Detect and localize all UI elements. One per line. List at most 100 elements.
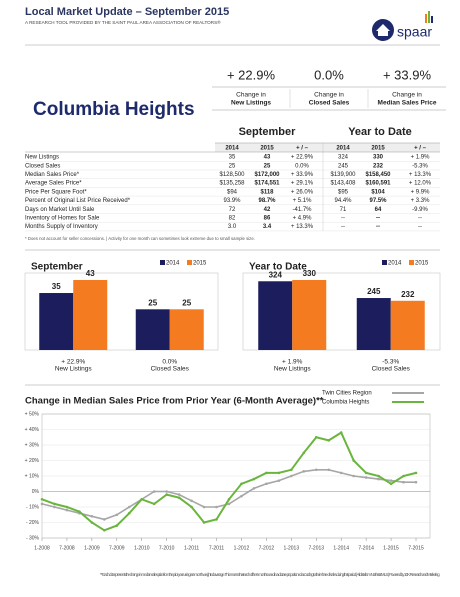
row-label: Average Sales Price* (25, 181, 82, 187)
cell: $158,450 (365, 172, 391, 178)
data-point (202, 505, 206, 509)
y-tick-label: + 40% (25, 427, 40, 433)
legend-swatch (382, 260, 387, 265)
table-column: 2014 (336, 146, 350, 152)
cell: + 13.3% (409, 172, 432, 178)
y-tick-label: - 20% (26, 520, 40, 526)
y-tick-label: + 10% (25, 473, 40, 479)
data-point (177, 493, 181, 496)
cell: 97.5% (369, 198, 387, 204)
data-point (327, 439, 331, 442)
data-point (227, 502, 231, 506)
data-point (40, 502, 44, 506)
data-point (314, 435, 318, 439)
data-point (352, 474, 355, 478)
cell: 3.4 (263, 224, 272, 230)
logo-text: spaar (397, 24, 432, 40)
summary-caption: Change in (392, 92, 422, 99)
category-label: Closed Sales (372, 366, 411, 373)
bar (39, 293, 74, 350)
table-column: 2015 (260, 146, 274, 152)
data-point (165, 490, 168, 493)
y-tick-label: + 20% (25, 458, 40, 464)
category-label: New Listings (55, 366, 93, 373)
legend-label: Twin Cities Region (322, 391, 372, 397)
x-tick-label: 1-2012 (234, 545, 250, 551)
cell: + 12.0% (409, 181, 432, 187)
legend-label: 2014 (166, 261, 180, 267)
cell: $135,258 (219, 181, 245, 187)
data-point (402, 480, 405, 484)
legend-label: Columbia Heights (322, 400, 369, 406)
data-point (327, 468, 331, 472)
page-subtitle: A RESEARCH TOOL PROVIDED BY THE SAINT PA… (25, 19, 221, 25)
bar (135, 309, 170, 350)
table-header-bg (215, 143, 440, 152)
cell: -41.7% (292, 207, 312, 213)
x-tick-label: 7-2011 (209, 545, 224, 551)
plot-frame (41, 413, 431, 539)
data-point (377, 477, 380, 481)
bar (73, 280, 108, 350)
data-point (215, 505, 218, 509)
x-tick-label: 1-2008 (34, 545, 50, 551)
data-point (152, 490, 156, 493)
cell: 330 (373, 155, 384, 161)
data-point (90, 521, 94, 524)
bar (390, 300, 425, 350)
bar (356, 298, 391, 350)
cell: 25 (229, 163, 236, 169)
x-tick-label: 1-2013 (284, 545, 300, 551)
x-tick-label: 7-2013 (308, 545, 324, 551)
area-name: Columbia Heights (33, 99, 195, 120)
cell: $174,551 (254, 181, 280, 187)
data-point (339, 431, 343, 434)
data-point (364, 471, 368, 475)
logo: spaar (372, 11, 433, 41)
table-footnote: * Does not account for seller concession… (25, 236, 255, 241)
cell: $139,900 (330, 172, 356, 178)
cell: 93.9% (223, 198, 241, 204)
x-tick-label: 7-2012 (259, 545, 275, 551)
summary-value: + 33.9% (383, 67, 432, 82)
change-label: + 22.9% (61, 359, 85, 366)
x-tick-label: 7-2014 (358, 545, 374, 551)
bar-value: 245 (367, 287, 381, 296)
category-label: New Listings (274, 366, 312, 373)
row-label: Price Per Square Foot* (25, 189, 87, 195)
data-point (227, 497, 231, 501)
legend-swatch (187, 260, 192, 265)
data-point (402, 474, 405, 478)
row-label: New Listings (25, 155, 59, 161)
data-point (40, 497, 44, 501)
legend-label: 2014 (388, 261, 402, 267)
x-tick-label: 1-2014 (333, 545, 349, 551)
data-point (127, 511, 131, 515)
cell: $104 (371, 189, 385, 195)
row-label: Closed Sales (25, 163, 60, 169)
x-tick-label: 7-2015 (408, 545, 424, 551)
cell: -- (341, 215, 345, 221)
cell: 35 (229, 155, 236, 161)
cell: 82 (229, 215, 236, 221)
bar-value: 330 (303, 269, 317, 278)
cell: 42 (264, 207, 271, 213)
data-point (65, 508, 69, 512)
y-tick-label: - 30% (26, 535, 40, 541)
series-line (41, 431, 417, 532)
data-point (65, 505, 69, 509)
table-column: + / – (296, 146, 309, 152)
data-point (152, 502, 156, 506)
cell: -9.9% (412, 207, 428, 213)
plot-frame (24, 272, 219, 351)
data-point (103, 518, 106, 521)
cell: 0.0% (295, 163, 309, 169)
summary-caption: Change in (314, 92, 344, 99)
data-point (215, 518, 218, 521)
bar-value: 35 (52, 282, 61, 291)
cell: $118 (260, 189, 274, 195)
category-label: Closed Sales (151, 366, 190, 373)
data-point (389, 482, 393, 486)
row-label: Median Sales Price* (25, 172, 80, 178)
